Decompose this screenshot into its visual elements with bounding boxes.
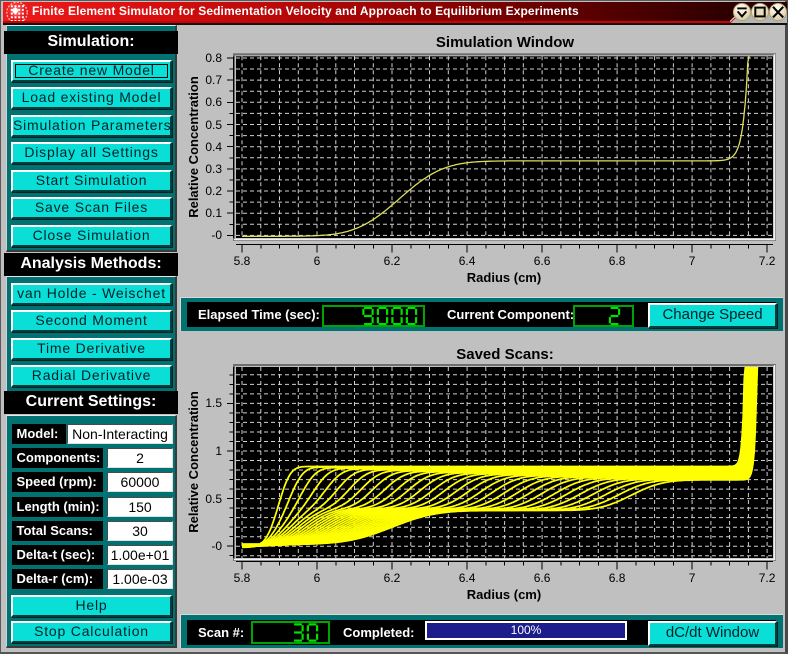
- svg-text:Radius (cm): Radius (cm): [467, 587, 541, 602]
- svg-text:0.5: 0.5: [205, 118, 222, 132]
- svg-text:6.6: 6.6: [534, 571, 551, 585]
- svg-text:Radius (cm): Radius (cm): [467, 270, 541, 285]
- svg-text:6.4: 6.4: [459, 254, 476, 268]
- svg-text:7: 7: [689, 254, 696, 268]
- svg-text:6: 6: [314, 571, 321, 585]
- svg-text:0.8: 0.8: [205, 51, 222, 65]
- svg-text:Relative Concentration: Relative Concentration: [186, 391, 201, 533]
- svg-text:6.2: 6.2: [384, 571, 401, 585]
- svg-text:1.5: 1.5: [205, 396, 222, 410]
- svg-text:6.4: 6.4: [459, 571, 476, 585]
- svg-text:6.2: 6.2: [384, 254, 401, 268]
- svg-text:1: 1: [215, 444, 222, 458]
- svg-text:6.8: 6.8: [609, 254, 626, 268]
- svg-text:0.2: 0.2: [205, 184, 222, 198]
- svg-text:6.6: 6.6: [534, 254, 551, 268]
- svg-text:6.8: 6.8: [609, 571, 626, 585]
- svg-text:0.6: 0.6: [205, 95, 222, 109]
- svg-text:5.8: 5.8: [234, 254, 251, 268]
- svg-text:-0: -0: [211, 228, 222, 242]
- svg-text:0.4: 0.4: [205, 140, 222, 154]
- svg-text:0.5: 0.5: [205, 492, 222, 506]
- svg-text:0.3: 0.3: [205, 162, 222, 176]
- svg-text:5.8: 5.8: [234, 571, 251, 585]
- svg-text:7: 7: [689, 571, 696, 585]
- svg-text:-0: -0: [211, 539, 222, 553]
- svg-text:0.1: 0.1: [205, 206, 222, 220]
- svg-text:7.2: 7.2: [759, 571, 776, 585]
- svg-text:0.7: 0.7: [205, 73, 222, 87]
- svg-text:7.2: 7.2: [759, 254, 776, 268]
- svg-text:6: 6: [314, 254, 321, 268]
- svg-text:Relative Concentration: Relative Concentration: [186, 76, 201, 218]
